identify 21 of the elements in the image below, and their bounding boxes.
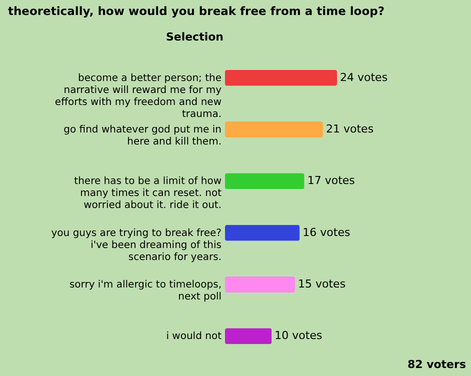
y-tick-label: i would not — [166, 331, 222, 342]
bar — [225, 328, 272, 344]
data-label: 10 votes — [274, 329, 322, 342]
bar — [225, 173, 304, 190]
y-tick-label: you guys are trying to break free? i've been dreaming of this scenario for years. — [51, 228, 222, 263]
y-tick-label: go find whatever god put me in here and kill them. — [64, 124, 222, 148]
bar — [225, 224, 300, 241]
chart-title: theoretically, how would you break free from a time loop? — [8, 4, 385, 18]
text: 82 voters — [407, 358, 466, 371]
bar — [225, 70, 337, 86]
data-label: 15 votes — [298, 278, 346, 290]
bar — [225, 276, 295, 292]
y-axis-title: Selection — [166, 30, 224, 44]
bar — [225, 122, 323, 138]
data-label: 21 votes — [326, 122, 374, 136]
y-tick-label: there has to be a limit of how many times it can reset. not worried about it. ride it out. — [74, 176, 222, 212]
y-tick-label: sorry i'm allergic to timeloops, next poll — [69, 280, 222, 302]
data-label: 16 votes — [302, 226, 350, 239]
data-label: 24 votes — [340, 70, 388, 84]
data-label: 17 votes — [307, 174, 356, 188]
y-tick-label: become a better person; the narrative will reward me for my efforts with my freedom and new trauma. — [54, 72, 222, 120]
